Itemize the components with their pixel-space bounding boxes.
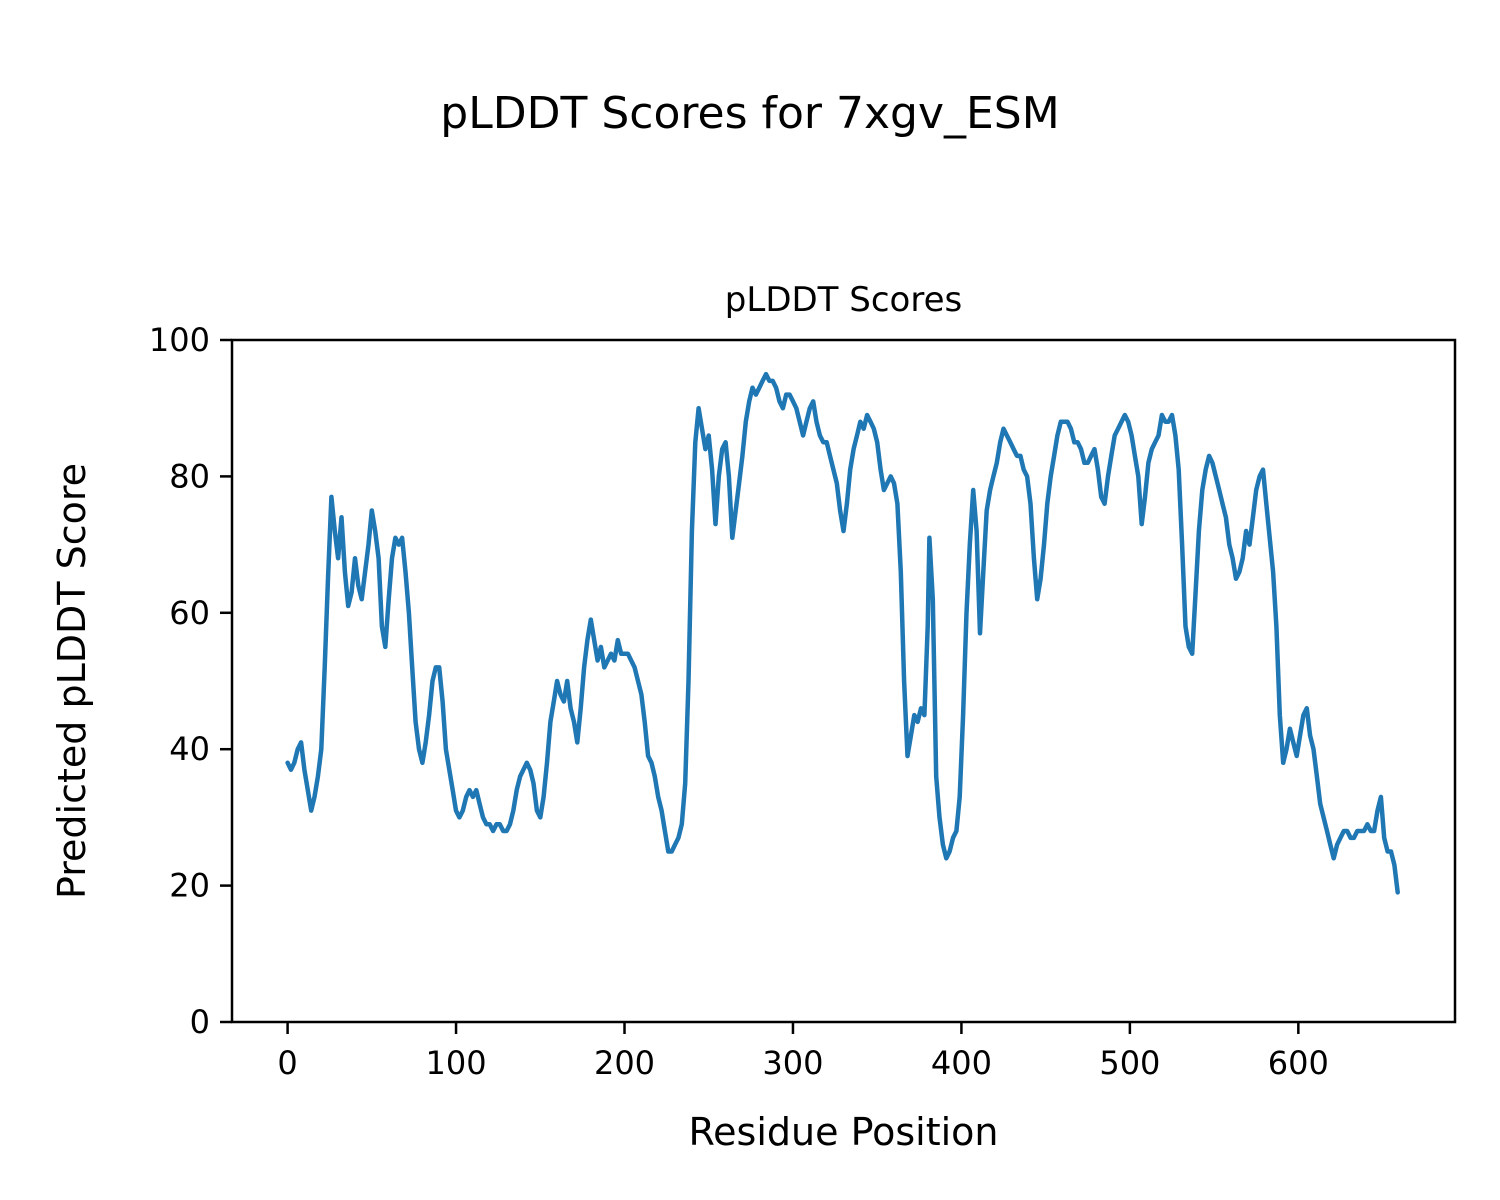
x-tick-label: 0 (277, 1044, 297, 1082)
x-tick-label: 200 (594, 1044, 655, 1082)
plddt-line (285, 371, 1400, 895)
x-tick-label: 600 (1268, 1044, 1329, 1082)
x-axis-label: Residue Position (688, 1110, 999, 1154)
y-tick-label: 20 (169, 867, 210, 905)
axes-frame (230, 338, 1457, 1024)
x-tick-label: 300 (762, 1044, 823, 1082)
figure-title: pLDDT Scores for 7xgv_ESM (440, 88, 1060, 139)
y-axis-label: Predicted pLDDT Score (50, 463, 94, 899)
x-tick-label: 400 (931, 1044, 992, 1082)
x-tick-label: 100 (426, 1044, 487, 1082)
axes-title: pLDDT Scores (724, 280, 963, 320)
y-tick-label: 40 (169, 730, 210, 768)
y-tick-label: 60 (169, 594, 210, 632)
y-tick-label: 0 (190, 1003, 210, 1041)
x-tick-label: 500 (1099, 1044, 1160, 1082)
y-tick-label: 100 (149, 321, 210, 359)
y-tick-label: 80 (169, 457, 210, 495)
